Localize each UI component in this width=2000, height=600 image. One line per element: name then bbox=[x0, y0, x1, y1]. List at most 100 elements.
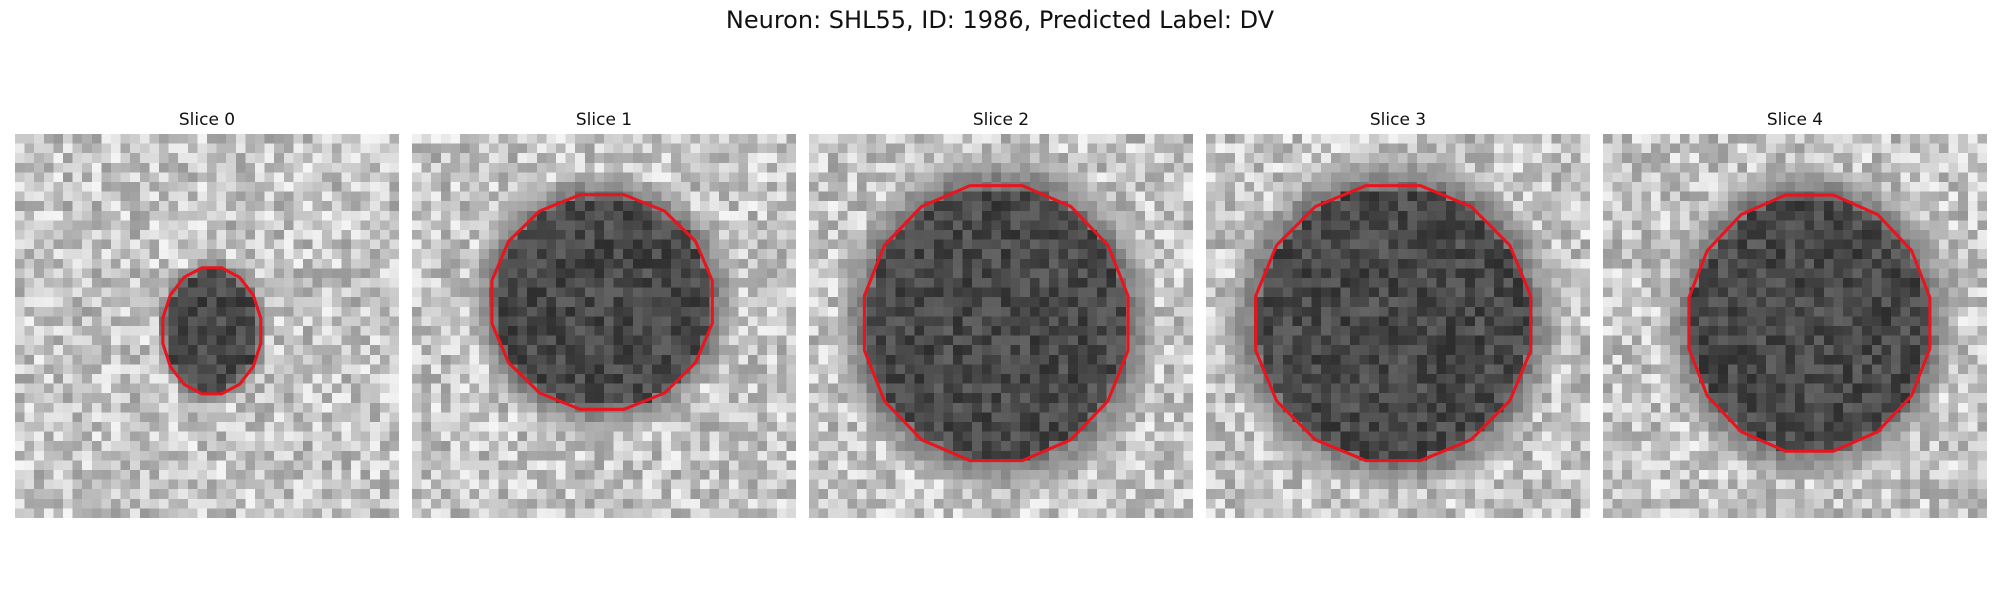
image-pixel bbox=[508, 191, 518, 202]
image-pixel bbox=[72, 172, 83, 183]
image-pixel bbox=[245, 345, 256, 355]
image-pixel bbox=[1164, 364, 1174, 375]
image-pixel bbox=[34, 402, 44, 413]
image-pixel bbox=[905, 383, 915, 394]
image-pixel bbox=[216, 402, 227, 413]
image-pixel bbox=[953, 278, 963, 288]
image-pixel bbox=[809, 153, 819, 163]
image-pixel bbox=[360, 374, 371, 384]
image-pixel bbox=[508, 450, 518, 461]
image-pixel bbox=[972, 412, 982, 423]
image-pixel bbox=[972, 134, 982, 144]
image-pixel bbox=[809, 162, 819, 173]
image-pixel bbox=[584, 383, 595, 394]
image-pixel bbox=[72, 402, 83, 413]
image-pixel bbox=[312, 470, 323, 480]
image-pixel bbox=[953, 460, 963, 471]
image-pixel bbox=[421, 143, 432, 154]
image-pixel bbox=[460, 172, 470, 183]
image-pixel bbox=[757, 220, 768, 231]
image-pixel bbox=[748, 441, 758, 451]
image-pixel bbox=[360, 239, 371, 250]
image-pixel bbox=[700, 498, 710, 509]
image-pixel bbox=[719, 210, 729, 221]
image-pixel bbox=[642, 287, 653, 298]
image-pixel bbox=[671, 470, 681, 480]
image-pixel bbox=[274, 162, 284, 173]
image-pixel bbox=[255, 489, 265, 499]
image-pixel bbox=[293, 335, 304, 346]
image-pixel bbox=[216, 258, 227, 269]
image-pixel bbox=[293, 220, 304, 231]
image-pixel bbox=[322, 402, 332, 413]
image-pixel bbox=[594, 441, 605, 451]
image-pixel bbox=[661, 508, 672, 518]
image-pixel bbox=[680, 201, 691, 211]
image-pixel bbox=[178, 220, 188, 231]
image-pixel bbox=[613, 450, 624, 461]
image-pixel bbox=[546, 268, 557, 279]
image-pixel bbox=[546, 441, 557, 451]
image-pixel bbox=[565, 383, 576, 394]
image-pixel bbox=[421, 268, 432, 279]
image-pixel bbox=[914, 201, 925, 211]
image-pixel bbox=[767, 220, 777, 231]
image-pixel bbox=[556, 258, 566, 269]
image-pixel bbox=[379, 210, 390, 221]
image-pixel bbox=[351, 134, 361, 144]
image-pixel bbox=[604, 239, 614, 250]
image-pixel bbox=[924, 393, 934, 403]
image-pixel bbox=[469, 412, 480, 423]
image-pixel bbox=[933, 412, 944, 423]
image-pixel bbox=[264, 422, 275, 432]
image-pixel bbox=[1350, 143, 1360, 154]
image-pixel bbox=[594, 268, 605, 279]
image-pixel bbox=[431, 230, 441, 240]
image-pixel bbox=[264, 498, 275, 509]
image-pixel bbox=[594, 287, 605, 298]
image-pixel bbox=[857, 470, 867, 480]
image-pixel bbox=[652, 287, 662, 298]
image-pixel bbox=[604, 422, 614, 432]
image-pixel bbox=[1183, 191, 1193, 202]
image-pixel bbox=[431, 153, 441, 163]
image-pixel bbox=[876, 210, 886, 221]
image-pixel bbox=[1097, 431, 1107, 442]
image-pixel bbox=[283, 364, 294, 375]
image-pixel bbox=[508, 393, 518, 403]
image-pixel bbox=[1154, 354, 1165, 365]
image-pixel bbox=[933, 249, 944, 259]
image-pixel bbox=[379, 230, 390, 240]
image-pixel bbox=[632, 162, 643, 173]
image-pixel bbox=[632, 134, 643, 144]
image-pixel bbox=[1097, 268, 1107, 279]
image-pixel bbox=[498, 153, 509, 163]
image-pixel bbox=[943, 450, 954, 461]
image-pixel bbox=[962, 210, 973, 221]
image-pixel bbox=[719, 431, 729, 442]
image-pixel bbox=[197, 249, 208, 259]
image-pixel bbox=[15, 287, 25, 298]
image-pixel bbox=[962, 508, 973, 518]
image-pixel bbox=[508, 220, 518, 231]
image-pixel bbox=[421, 345, 432, 355]
image-pixel bbox=[575, 258, 585, 269]
image-pixel bbox=[1173, 412, 1184, 423]
image-pixel bbox=[517, 201, 528, 211]
image-pixel bbox=[331, 479, 342, 490]
image-pixel bbox=[642, 470, 653, 480]
image-pixel bbox=[360, 393, 371, 403]
image-pixel bbox=[748, 354, 758, 365]
image-pixel bbox=[216, 422, 227, 432]
image-pixel bbox=[933, 143, 944, 154]
image-pixel bbox=[885, 354, 896, 365]
image-pixel bbox=[1135, 345, 1146, 355]
image-pixel bbox=[556, 450, 566, 461]
image-pixel bbox=[82, 422, 92, 432]
image-pixel bbox=[431, 191, 441, 202]
image-pixel bbox=[748, 191, 758, 202]
image-pixel bbox=[809, 489, 819, 499]
image-pixel bbox=[178, 364, 188, 375]
image-pixel bbox=[460, 143, 470, 154]
image-pixel bbox=[283, 460, 294, 471]
